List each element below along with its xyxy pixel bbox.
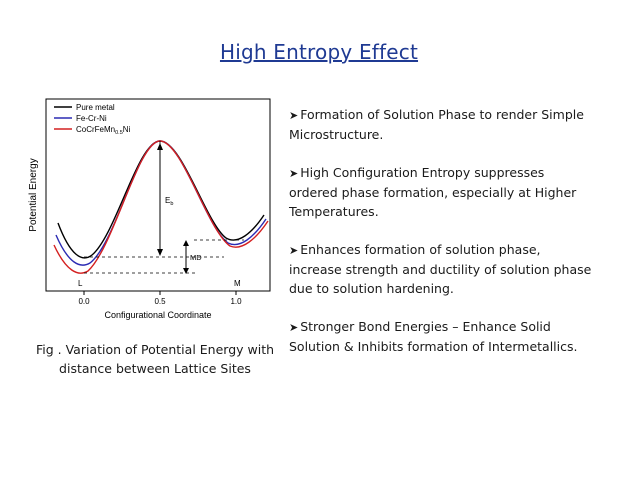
bullet-4-line-2: Solution & Inhibits formation of Interme… [289,339,578,354]
label-l: L [78,279,83,288]
bullet-2-line-3: Temperatures. [289,204,379,219]
arrow-bullet-icon: ➤ [289,167,299,180]
legend-label-fecrni: Fe-Cr-Ni [76,114,107,123]
bullet-2-line-2: ordered phase formation, especially at H… [289,185,577,200]
x-tick-label-0: 0.0 [78,297,90,306]
bullet-3-line-2: increase strength and ductility of solut… [289,262,592,277]
bullet-item-solution-hardening: ➤ Enhances formation of solution phase, i… [289,240,624,298]
plot-frame [45,98,271,292]
eb-arrowhead-up [157,143,163,150]
eb-arrowhead-down [157,249,163,256]
caption-line-1: Fig . Variation of Potential Energy with [35,342,275,357]
eb-label: Eb [165,196,173,207]
bullet-1-line-1: Formation of Solution Phase to render Si… [300,107,584,122]
legend-label-pure: Pure metal [76,103,115,112]
y-axis-label: Potential Energy [28,158,39,231]
bullet-2-line-1: High Configuration Entropy suppresses [300,165,545,180]
bullet-3-line-1: Enhances formation of solution phase, [300,242,541,257]
bullet-3-line-3: due to solution hardening. [289,281,454,296]
potential-energy-figure: Potential Energy Pure metal Fe-Cr-Ni CoC… [26,95,276,323]
md-arrowhead-up [183,240,189,246]
figure-caption: Fig . Variation of Potential Energy with… [30,340,280,378]
arrow-bullet-icon: ➤ [289,321,299,334]
x-tick-label-2: 1.0 [230,297,242,306]
potential-energy-plot: Potential Energy Pure metal Fe-Cr-Ni CoC… [28,98,271,320]
bullet-1-line-2: Microstructure. [289,127,384,142]
caption-line-2: distance between Lattice Sites [59,361,251,376]
slide-title: High Entropy Effect [219,40,419,64]
md-arrowhead-down [183,268,189,274]
arrow-bullet-icon: ➤ [289,244,299,257]
bullet-item-configuration-entropy: ➤ High Configuration Entropy suppresses o… [289,163,624,221]
curve-pure-metal [57,140,265,259]
md-label: MD [190,253,202,262]
bullet-list: ➤ Formation of Solution Phase to render S… [289,105,624,375]
label-m: M [234,279,241,288]
legend-label-hea: CoCrFeMn0.5Ni [76,125,131,136]
arrow-bullet-icon: ➤ [289,109,299,122]
x-axis-label: Configurational Coordinate [104,310,211,320]
bullet-4-line-1: Stronger Bond Energies – Enhance Solid [300,319,551,334]
x-tick-label-1: 0.5 [154,297,166,306]
bullet-item-solution-phase: ➤ Formation of Solution Phase to render S… [289,105,624,144]
bullet-item-bond-energies: ➤ Stronger Bond Energies – Enhance Solid … [289,317,624,356]
